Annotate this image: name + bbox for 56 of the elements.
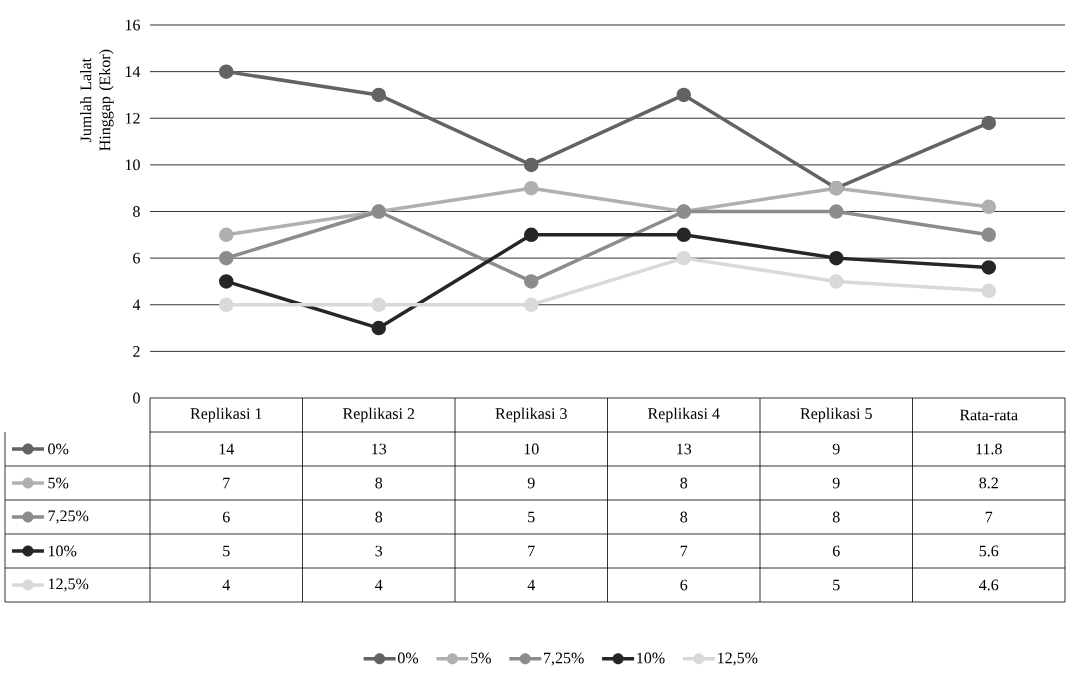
data-label: 6 [832, 545, 840, 557]
text: 0% [397, 652, 419, 664]
x-tick-label: Replikasi 2 [342, 407, 415, 423]
legend-label: 10% [48, 545, 77, 557]
data-label: 8 [680, 511, 688, 523]
data-label: 9 [832, 477, 840, 489]
y-tick-label: 10 [125, 159, 140, 171]
data-label: 14 [219, 443, 234, 455]
x-tick-label: Replikasi 3 [495, 407, 567, 423]
x-tick-label: Replikasi 5 [800, 407, 872, 423]
data-label: 3 [375, 545, 383, 557]
data-label: 10 [524, 443, 539, 455]
y-tick-label: 2 [133, 346, 140, 357]
data-label: 7 [985, 511, 993, 523]
data-label: 5 [223, 545, 230, 557]
legend-label: 7,25% [48, 510, 89, 524]
y-tick-label: 12 [125, 112, 140, 124]
data-label: 8 [375, 477, 383, 489]
y-axis-title: Jumlah Lalat Hinggap (Ekor) [80, 49, 114, 151]
data-label: 8 [832, 511, 840, 523]
legend-label: 12,5% [48, 578, 89, 592]
data-label: 8 [375, 511, 383, 523]
data-label: 7 [528, 545, 535, 557]
y-tick-label: 0 [133, 392, 140, 404]
text: 5% [471, 652, 491, 664]
x-tick-label: Replikasi 1 [190, 407, 262, 423]
x-tick-label: Replikasi 4 [647, 407, 720, 423]
x-tick-label: Rata-rata [959, 409, 1018, 421]
y-tick-label: 4 [132, 299, 141, 311]
data-label: 8 [680, 477, 688, 489]
data-label: 9 [527, 477, 535, 489]
data-label: 8.2 [979, 477, 998, 489]
y-tick-label: 6 [133, 252, 140, 264]
data-label: 4.6 [979, 579, 999, 591]
data-label: 6 [222, 511, 230, 523]
y-tick-label: 14 [125, 66, 141, 77]
legend-label: 0% [48, 443, 69, 455]
data-label: 4 [222, 579, 230, 591]
data-label: 9 [832, 443, 840, 455]
data-label: 5 [528, 511, 535, 523]
data-label: 13 [677, 443, 692, 455]
data-label: 5 [833, 579, 840, 591]
text: 10% [637, 652, 665, 664]
y-tick-label: 16 [125, 19, 140, 31]
data-label: 13 [372, 443, 387, 455]
text: 7,25% [544, 652, 584, 666]
data-label: 7 [680, 545, 688, 557]
data-label: 7 [223, 477, 230, 489]
legend-label: 5% [48, 477, 69, 489]
data-label: 4 [527, 579, 535, 591]
data-label: 6 [680, 579, 688, 591]
data-label: 4 [375, 579, 383, 591]
data-label: 5.6 [979, 545, 999, 557]
y-tick-label: 8 [133, 206, 140, 217]
data-label: 11.8 [976, 443, 1002, 455]
text: 12,5% [718, 652, 758, 666]
